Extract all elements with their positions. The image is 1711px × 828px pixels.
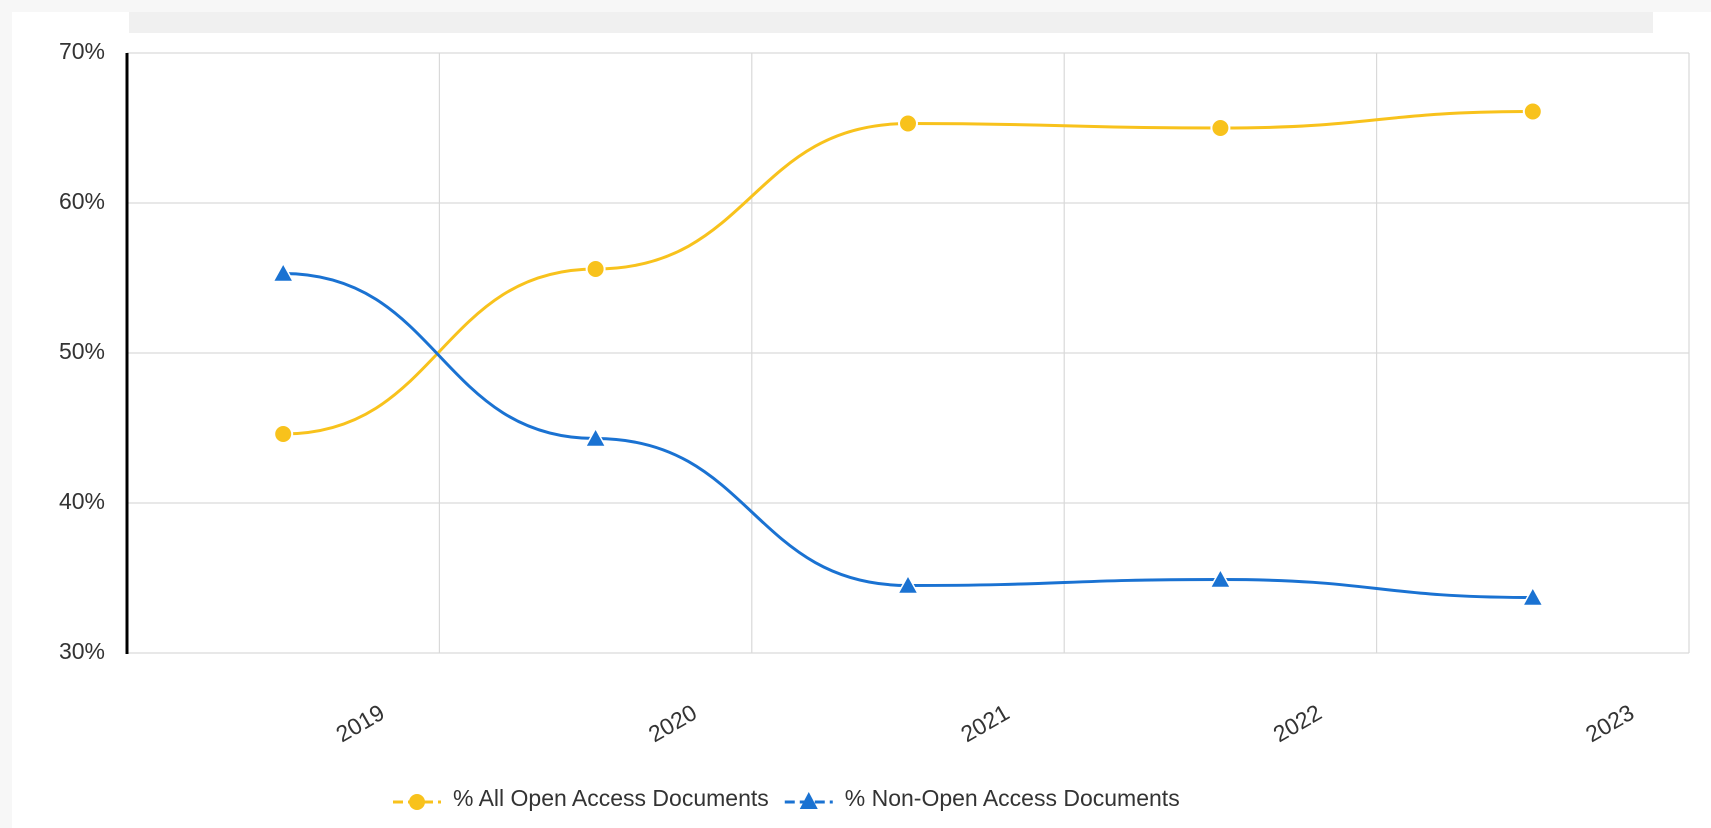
y-tick-label: 60% xyxy=(59,188,105,214)
marker xyxy=(896,573,920,595)
marker xyxy=(1521,585,1545,607)
legend-marker xyxy=(799,792,818,809)
marker xyxy=(273,424,294,444)
top-edge xyxy=(0,0,1711,12)
marker xyxy=(1209,567,1232,589)
legend-label: % Non-Open Access Documents xyxy=(845,785,1180,811)
marker xyxy=(898,113,918,134)
legend-label: % All Open Access Documents xyxy=(453,785,769,811)
marker xyxy=(271,261,295,283)
legend-marker xyxy=(409,794,425,810)
marker xyxy=(585,259,606,279)
marker xyxy=(1210,118,1231,138)
y-tick-label: 30% xyxy=(59,638,105,664)
y-tick-label: 40% xyxy=(59,488,105,514)
series-line xyxy=(283,272,1533,599)
left-edge xyxy=(0,0,12,828)
marker xyxy=(584,426,607,448)
series-line xyxy=(283,110,1533,436)
y-tick-label: 50% xyxy=(59,338,105,364)
marker xyxy=(1522,101,1543,122)
toolbar-bar xyxy=(129,12,1653,33)
y-tick-label: 70% xyxy=(59,38,105,64)
